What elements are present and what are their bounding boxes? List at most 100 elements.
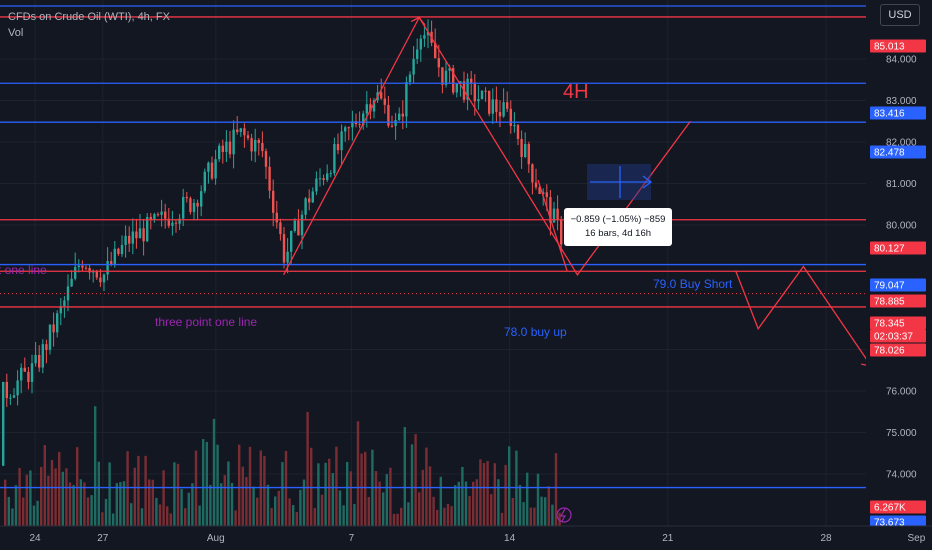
candle-body: [326, 173, 329, 180]
volume-bar: [533, 507, 536, 526]
volume-label[interactable]: Vol: [8, 27, 24, 39]
volume-bar: [155, 497, 158, 526]
candle-body: [239, 128, 242, 132]
candle-body: [63, 300, 66, 307]
volume-bar: [122, 481, 126, 526]
candle-body: [23, 367, 26, 372]
candle-body: [171, 222, 174, 226]
candle-body: [311, 191, 314, 203]
time-axis: 2427Aug7142128Sep611: [0, 525, 932, 550]
volume-bar: [425, 447, 428, 526]
candle-body: [412, 58, 415, 75]
volume-bar: [43, 445, 46, 526]
candle-body: [347, 127, 350, 129]
price-tag-bg: [870, 500, 926, 514]
volume-bar: [54, 468, 57, 526]
candle-body: [488, 90, 491, 114]
volume-bar: [443, 507, 446, 526]
volume-bar: [328, 458, 331, 526]
price-tag-bg: [870, 515, 926, 529]
volume-bar: [446, 503, 450, 526]
volume-bar: [144, 455, 147, 526]
candle-body: [102, 274, 106, 283]
volume-bar: [227, 461, 230, 526]
candle-body: [160, 211, 163, 215]
price-tag-bg: [870, 39, 926, 53]
volume-bar: [277, 490, 280, 526]
volume-bar: [270, 508, 273, 526]
volume-bar: [292, 505, 295, 526]
candle-body: [300, 214, 304, 236]
candle-body: [254, 139, 257, 152]
volume-bar: [295, 511, 298, 526]
candle-body: [99, 277, 102, 283]
time-tick: 21: [662, 533, 674, 544]
candle-body: [498, 112, 502, 117]
candle-body: [477, 99, 480, 102]
volume-bar: [256, 497, 259, 526]
candle-body: [192, 202, 196, 212]
candle-body: [9, 397, 12, 399]
price-axis-bg: [866, 0, 932, 550]
candle-body: [365, 104, 368, 114]
price-tick: 82.000: [886, 138, 917, 149]
candle-body: [387, 104, 390, 126]
volume-bars: [4, 406, 561, 526]
candle-body: [513, 125, 516, 127]
volume-bar: [522, 502, 525, 526]
volume-bar: [4, 479, 7, 526]
candle-body: [178, 218, 181, 224]
candle-body: [527, 144, 530, 165]
volume-bar: [428, 466, 432, 526]
candle-body: [560, 219, 563, 245]
volume-bar: [162, 470, 165, 526]
candle-body: [380, 92, 383, 99]
candle-body: [516, 125, 520, 139]
currency-button[interactable]: USD: [880, 4, 920, 26]
candle-body: [2, 381, 5, 466]
time-tick: Aug: [207, 533, 225, 544]
candle-body: [70, 278, 73, 287]
volume-bar: [130, 503, 133, 526]
price-tag-label: 73.673: [874, 518, 905, 529]
candle-body: [297, 220, 300, 236]
candles: [2, 19, 563, 467]
volume-bar: [526, 472, 529, 526]
volume-bar: [299, 489, 302, 526]
volume-bar: [245, 477, 248, 526]
buy-short-label: 79.0 Buy Short: [653, 277, 733, 291]
volume-bar: [72, 485, 75, 526]
symbol-title[interactable]: CFDs on Crude Oil (WTI), 4h, FX: [8, 11, 170, 23]
candle-body: [448, 68, 451, 71]
volume-bar: [508, 446, 511, 526]
candle-body: [56, 313, 59, 333]
candle-body: [322, 178, 325, 180]
candle-body: [156, 214, 160, 216]
volume-bar: [475, 479, 478, 526]
volume-bar: [212, 418, 216, 526]
price-tag-label: 78.885: [874, 297, 905, 308]
volume-bar: [65, 468, 68, 526]
price-tag-bg: [870, 106, 926, 120]
candle-body: [491, 99, 494, 114]
volume-bar: [418, 492, 421, 526]
volume-bar: [166, 506, 169, 526]
measure-bars: 16 bars, 4d 16h: [584, 228, 652, 239]
candle-body: [210, 162, 214, 179]
three-point-left-label: t one line: [0, 263, 47, 277]
candle-body: [398, 113, 401, 121]
volume-bar: [284, 450, 288, 526]
volume-bar: [367, 496, 370, 526]
candle-body: [110, 261, 113, 265]
volume-bar: [216, 444, 219, 526]
volume-bar: [554, 453, 558, 526]
volume-bar: [490, 494, 493, 526]
candle-body: [257, 139, 260, 144]
volume-bar: [29, 470, 32, 526]
volume-bar: [7, 496, 10, 526]
candle-body: [27, 371, 30, 382]
candle-body: [48, 324, 52, 350]
candle-body: [268, 166, 271, 191]
time-tick: 28: [820, 533, 832, 544]
